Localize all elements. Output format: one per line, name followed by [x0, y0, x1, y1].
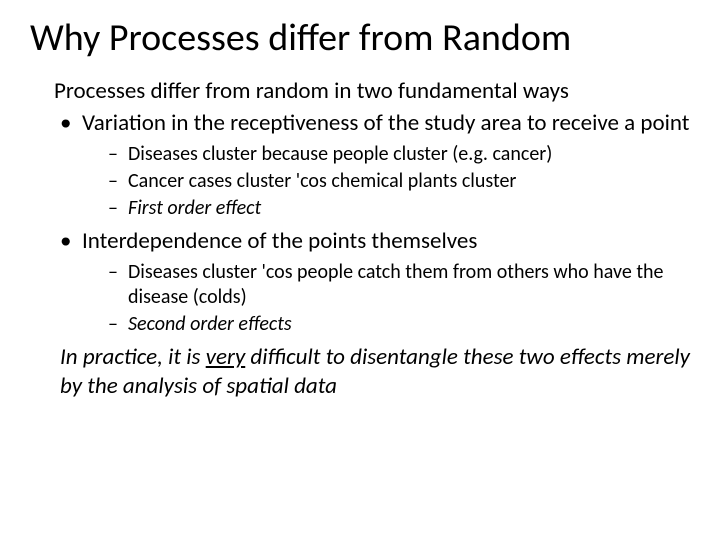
bullet-1-sub-3: First order effect — [108, 196, 690, 221]
bullet-1-sub-1-text: Diseases cluster because people cluster … — [128, 142, 552, 166]
bullet-1-sublist: Diseases cluster because people cluster … — [82, 142, 690, 221]
intro-text: Processes differ from random in two fund… — [54, 78, 690, 106]
slide-title: Why Processes differ from Random — [30, 18, 690, 60]
bullet-1: Variation in the receptiveness of the st… — [54, 109, 690, 221]
closing-text: In practice, it is very difficult to dis… — [60, 343, 690, 401]
bullet-2-sub-2-text: Second order effects — [128, 312, 292, 336]
bullet-1-sub-2: Cancer cases cluster 'cos chemical plant… — [108, 169, 690, 194]
bullet-2-text: Interdependence of the points themselves — [82, 227, 477, 255]
bullet-1-text: Variation in the receptiveness of the st… — [82, 109, 689, 137]
closing-pre: In practice, it is — [60, 343, 206, 371]
bullet-2-sub-2: Second order effects — [108, 312, 690, 337]
bullet-1-sub-2-text: Cancer cases cluster 'cos chemical plant… — [128, 169, 516, 193]
closing-underline: very — [206, 343, 246, 371]
bullet-2-sub-1: Diseases cluster 'cos people catch them … — [108, 260, 690, 310]
bullet-1-sub-3-text: First order effect — [128, 196, 261, 220]
bullet-2-sublist: Diseases cluster 'cos people catch them … — [82, 260, 690, 337]
bullet-2-sub-1-text: Diseases cluster 'cos people catch them … — [128, 260, 663, 309]
bullet-2: Interdependence of the points themselves… — [54, 227, 690, 337]
bullet-list: Variation in the receptiveness of the st… — [54, 109, 690, 337]
slide: Why Processes differ from Random Process… — [0, 0, 720, 540]
bullet-1-sub-1: Diseases cluster because people cluster … — [108, 142, 690, 167]
